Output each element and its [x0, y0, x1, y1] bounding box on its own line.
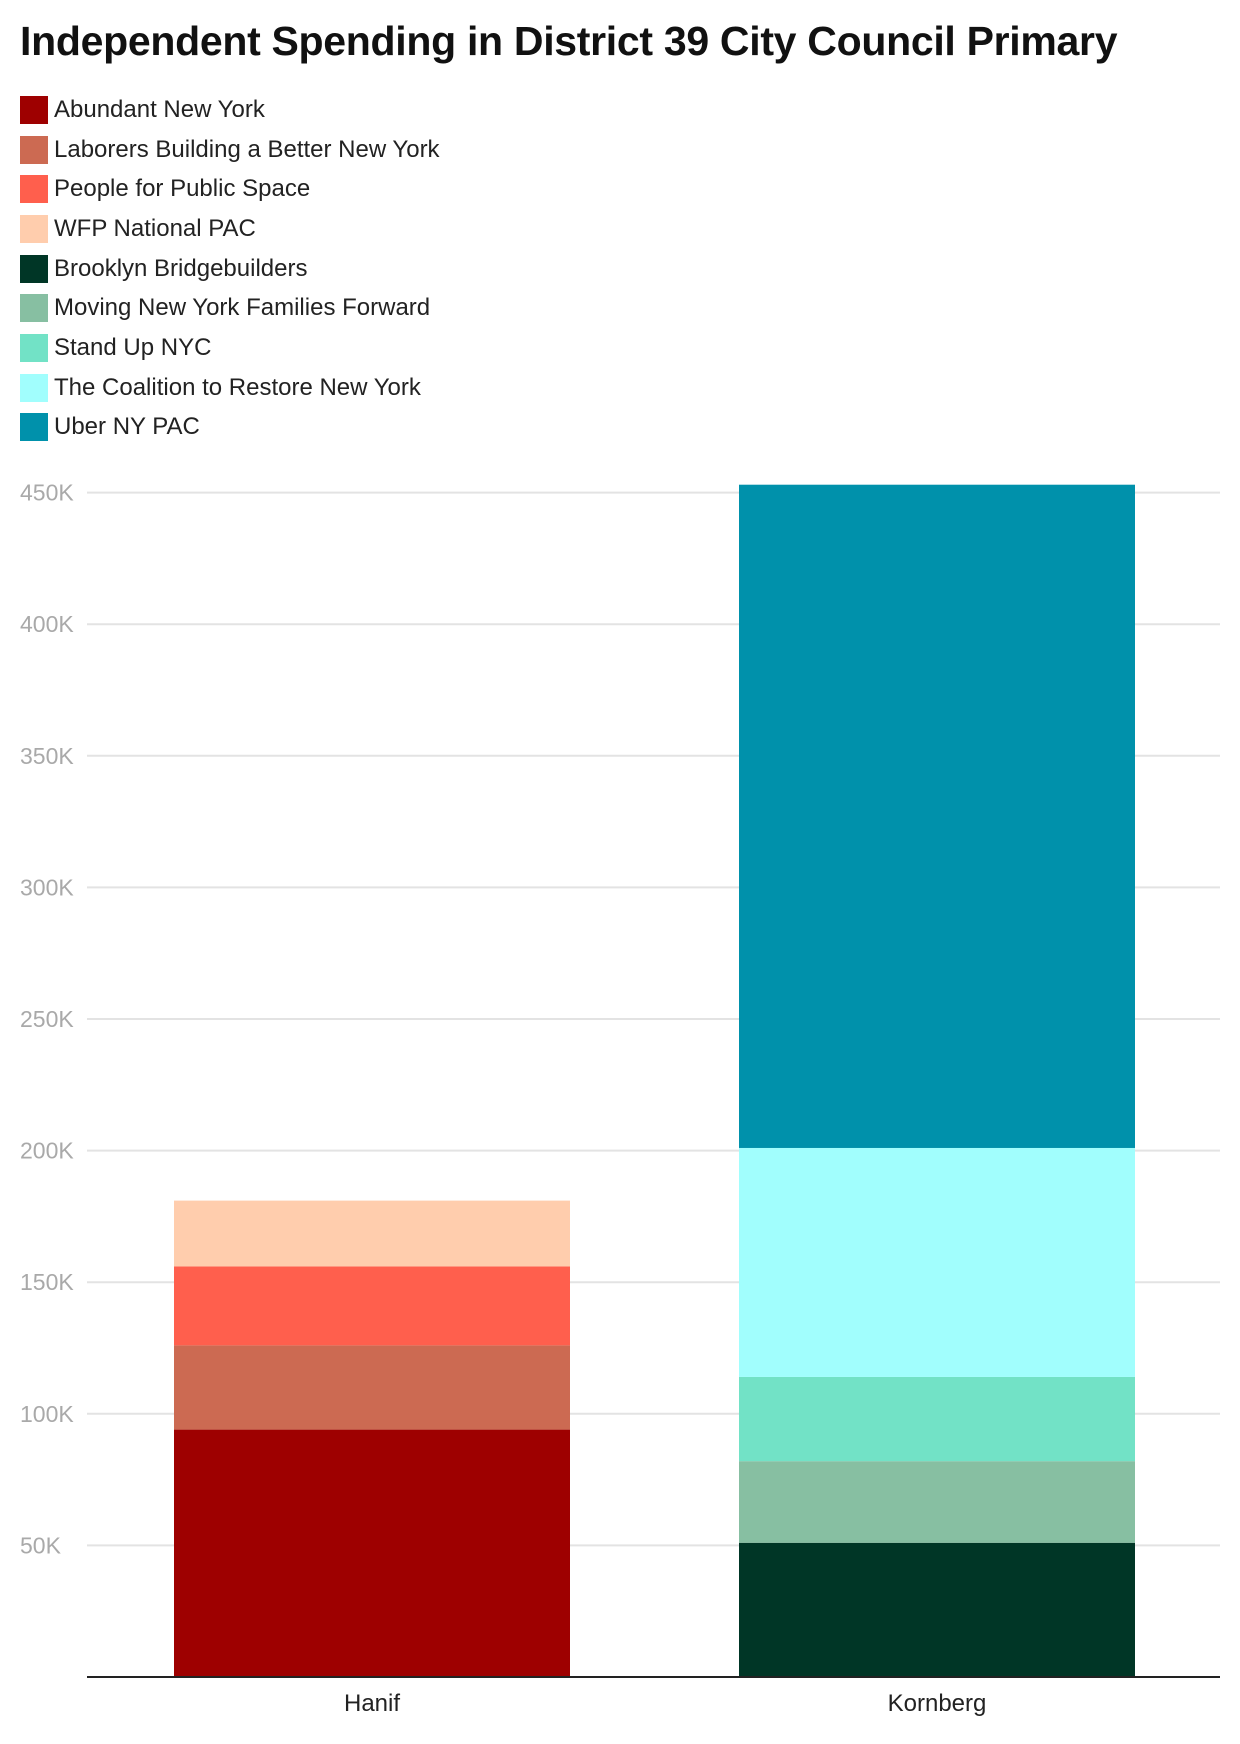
bar-segment[interactable] — [174, 1266, 570, 1346]
legend-swatch — [20, 373, 48, 402]
x-category-label: Hanif — [344, 1690, 400, 1717]
legend-item-moving-new-york-families-forward: Moving New York Families Forward — [20, 288, 440, 328]
legend-swatch — [20, 333, 48, 362]
x-category-label: Kornberg — [888, 1690, 987, 1717]
bar-segment[interactable] — [174, 1345, 570, 1430]
legend-label: People for Public Space — [54, 175, 311, 203]
legend-label: Abundant New York — [54, 95, 265, 123]
legend-swatch — [20, 254, 48, 283]
y-tick-label: 150K — [20, 1269, 74, 1295]
bar-segment[interactable] — [739, 1147, 1135, 1377]
legend-swatch — [20, 214, 48, 243]
bar-segment[interactable] — [739, 484, 1135, 1148]
legend-swatch — [20, 413, 48, 442]
legend-label: WFP National PAC — [54, 214, 256, 242]
y-tick-label: 200K — [20, 1138, 74, 1164]
bars — [174, 484, 1135, 1677]
x-axis-labels: Hanif Kornberg — [344, 1690, 986, 1717]
y-tick-label: 50K — [20, 1532, 62, 1558]
legend-item-uber-ny-pac: Uber NY PAC — [20, 408, 440, 448]
bar-segment[interactable] — [174, 1200, 570, 1267]
legend-swatch — [20, 135, 48, 164]
y-axis-ticks: 50K 100K 150K 200K 250K 300K 350K 400K 450K — [20, 480, 74, 1559]
legend-label: Brooklyn Bridgebuilders — [54, 254, 308, 282]
legend-label: Laborers Building a Better New York — [54, 135, 440, 163]
bar-segment[interactable] — [739, 1542, 1135, 1677]
legend-label: The Coalition to Restore New York — [54, 373, 421, 401]
legend-swatch — [20, 175, 48, 204]
bar-segment[interactable] — [739, 1461, 1135, 1543]
y-tick-label: 350K — [20, 743, 74, 769]
chart-title: Independent Spending in District 39 City… — [20, 18, 1118, 64]
y-tick-label: 300K — [20, 874, 74, 900]
legend-label: Moving New York Families Forward — [54, 294, 431, 322]
legend-item-people-for-public-space: People for Public Space — [20, 169, 440, 209]
bar-segment[interactable] — [739, 1376, 1135, 1462]
legend-item-wfp-national-pac: WFP National PAC — [20, 209, 440, 249]
legend-label: Uber NY PAC — [54, 413, 200, 441]
bar-segment[interactable] — [174, 1429, 570, 1677]
legend-swatch — [20, 294, 48, 323]
legend: Abundant New York Laborers Building a Be… — [20, 90, 440, 447]
legend-item-laborers: Laborers Building a Better New York — [20, 130, 440, 170]
legend-item-abundant-new-york: Abundant New York — [20, 90, 440, 130]
legend-item-coalition-to-restore-new-york: The Coalition to Restore New York — [20, 368, 440, 408]
legend-label: Stand Up NYC — [54, 333, 212, 361]
legend-swatch — [20, 95, 48, 124]
y-tick-label: 400K — [20, 611, 74, 637]
y-tick-label: 100K — [20, 1401, 74, 1427]
legend-item-stand-up-nyc: Stand Up NYC — [20, 328, 440, 368]
y-tick-label: 450K — [20, 480, 74, 506]
legend-item-brooklyn-bridgebuilders: Brooklyn Bridgebuilders — [20, 249, 440, 289]
y-tick-label: 250K — [20, 1006, 74, 1032]
